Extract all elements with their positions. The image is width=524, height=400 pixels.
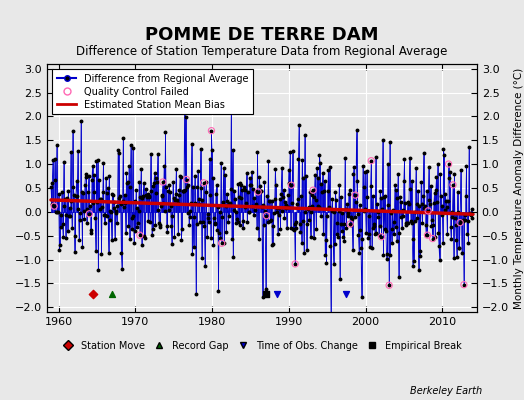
Point bbox=[460, 282, 468, 288]
Legend: Station Move, Record Gap, Time of Obs. Change, Empirical Break: Station Move, Record Gap, Time of Obs. C… bbox=[59, 338, 465, 354]
Point bbox=[159, 179, 167, 185]
Point bbox=[423, 232, 432, 238]
Point bbox=[89, 291, 97, 297]
Point bbox=[208, 128, 216, 134]
Point bbox=[85, 210, 94, 217]
Point bbox=[444, 161, 453, 167]
Point bbox=[456, 220, 464, 226]
Point bbox=[351, 192, 359, 198]
Point bbox=[254, 189, 263, 195]
Point bbox=[449, 182, 457, 188]
Point bbox=[342, 291, 351, 297]
Point bbox=[108, 291, 116, 297]
Point bbox=[50, 203, 58, 209]
Point bbox=[261, 291, 270, 297]
Y-axis label: Monthly Temperature Anomaly Difference (°C): Monthly Temperature Anomaly Difference (… bbox=[515, 67, 524, 309]
Text: Difference of Station Temperature Data from Regional Average: Difference of Station Temperature Data f… bbox=[77, 45, 447, 58]
Point bbox=[346, 221, 354, 227]
Legend: Difference from Regional Average, Quality Control Failed, Estimated Station Mean: Difference from Regional Average, Qualit… bbox=[52, 69, 254, 114]
Point bbox=[182, 176, 191, 183]
Point bbox=[262, 212, 270, 219]
Point bbox=[273, 291, 281, 297]
Point bbox=[309, 187, 317, 193]
Text: POMME DE TERRE DAM: POMME DE TERRE DAM bbox=[145, 26, 379, 44]
Text: Berkeley Earth: Berkeley Earth bbox=[410, 386, 482, 396]
Point bbox=[217, 240, 226, 246]
Point bbox=[200, 180, 208, 186]
Point bbox=[424, 208, 432, 214]
Point bbox=[367, 158, 375, 164]
Point bbox=[429, 235, 437, 242]
Point bbox=[377, 234, 386, 240]
Point bbox=[136, 232, 144, 238]
Point bbox=[385, 282, 394, 288]
Point bbox=[291, 261, 299, 267]
Point bbox=[287, 182, 296, 188]
